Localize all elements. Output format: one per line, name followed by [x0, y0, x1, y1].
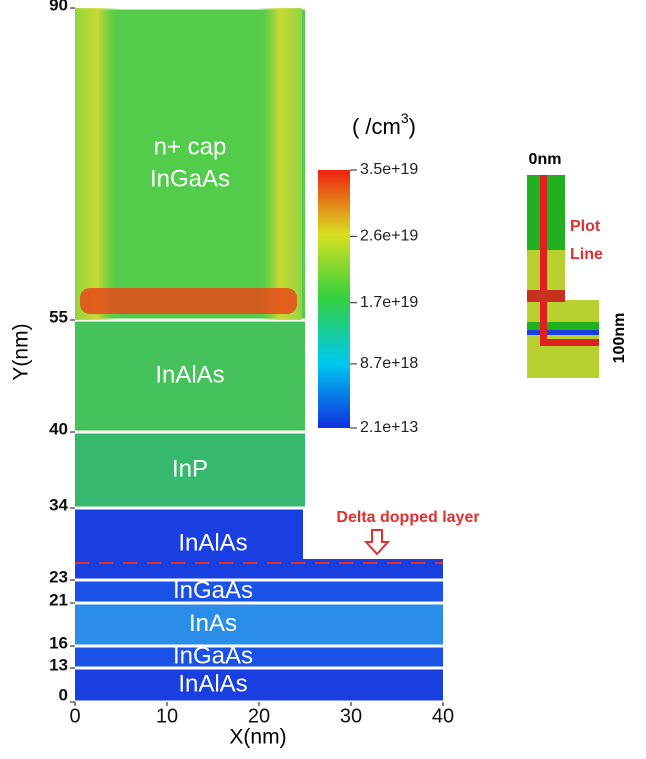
region — [75, 582, 443, 602]
y-tick-label: 13 — [49, 655, 68, 674]
inset-depth-label: 100nm — [611, 313, 628, 364]
inset-line-label: Line — [570, 246, 603, 263]
colorbar-tick-label: 1.7e+19 — [360, 294, 418, 311]
colorbar — [318, 170, 350, 428]
y-tick-label: 23 — [49, 567, 68, 586]
figure: n+ capInGaAsInAlAsInPInAlAsInGaAsInAsInG… — [0, 0, 646, 754]
colorbar-title-part: ) — [409, 114, 416, 139]
y-axis-label: Y(nm) — [10, 323, 33, 380]
x-tick-label: 40 — [432, 705, 454, 727]
colorbar-title-part: 3 — [401, 110, 409, 126]
region-label: InAlAs — [178, 670, 247, 697]
x-axis-label: X(nm) — [229, 726, 286, 749]
region-label: InGaAs — [173, 577, 253, 604]
region — [75, 605, 443, 645]
inset-line-label: Plot — [570, 218, 601, 235]
region — [75, 670, 443, 701]
inset-top-label: 0nm — [529, 151, 562, 168]
cap-edge-shading — [75, 8, 302, 320]
x-tick-label: 30 — [340, 705, 362, 727]
region-label: InAlAs — [155, 361, 224, 388]
x-tick-label: 10 — [156, 705, 178, 727]
colorbar-title-part: ( /cm — [352, 114, 401, 139]
y-tick-label: 34 — [49, 495, 68, 514]
x-tick-label: 0 — [69, 705, 80, 727]
annotation: Delta dopped layer — [336, 509, 479, 526]
y-tick-label: 55 — [49, 307, 68, 326]
x-tick-label: 20 — [248, 705, 270, 727]
colorbar-tick-label: 3.5e+19 — [360, 161, 418, 178]
y-tick-label: 90 — [49, 0, 68, 14]
region-label: InAs — [189, 610, 237, 637]
colorbar-tick-label: 2.6e+19 — [360, 228, 418, 245]
inset: 0nm Plot Line 100nm — [527, 151, 628, 378]
region — [75, 648, 443, 667]
colorbar-tick-label: 8.7e+18 — [360, 355, 418, 372]
cap-bottom-peak — [80, 288, 297, 314]
y-tick-label: 40 — [49, 419, 68, 438]
colorbar-tick-label: 2.1e+13 — [360, 419, 418, 436]
page: n+ capInGaAsInAlAsInPInAlAsInGaAsInAsInG… — [0, 0, 646, 759]
y-tick-label: 16 — [49, 633, 68, 652]
y-tick-label: 21 — [49, 590, 68, 609]
colorbar-title: ( /cm3) — [352, 110, 416, 139]
y-tick-label: 0 — [59, 685, 68, 704]
region-label: InAlAs — [178, 529, 247, 556]
region-label: InGaAs — [173, 642, 253, 669]
region-label: InP — [172, 455, 208, 482]
